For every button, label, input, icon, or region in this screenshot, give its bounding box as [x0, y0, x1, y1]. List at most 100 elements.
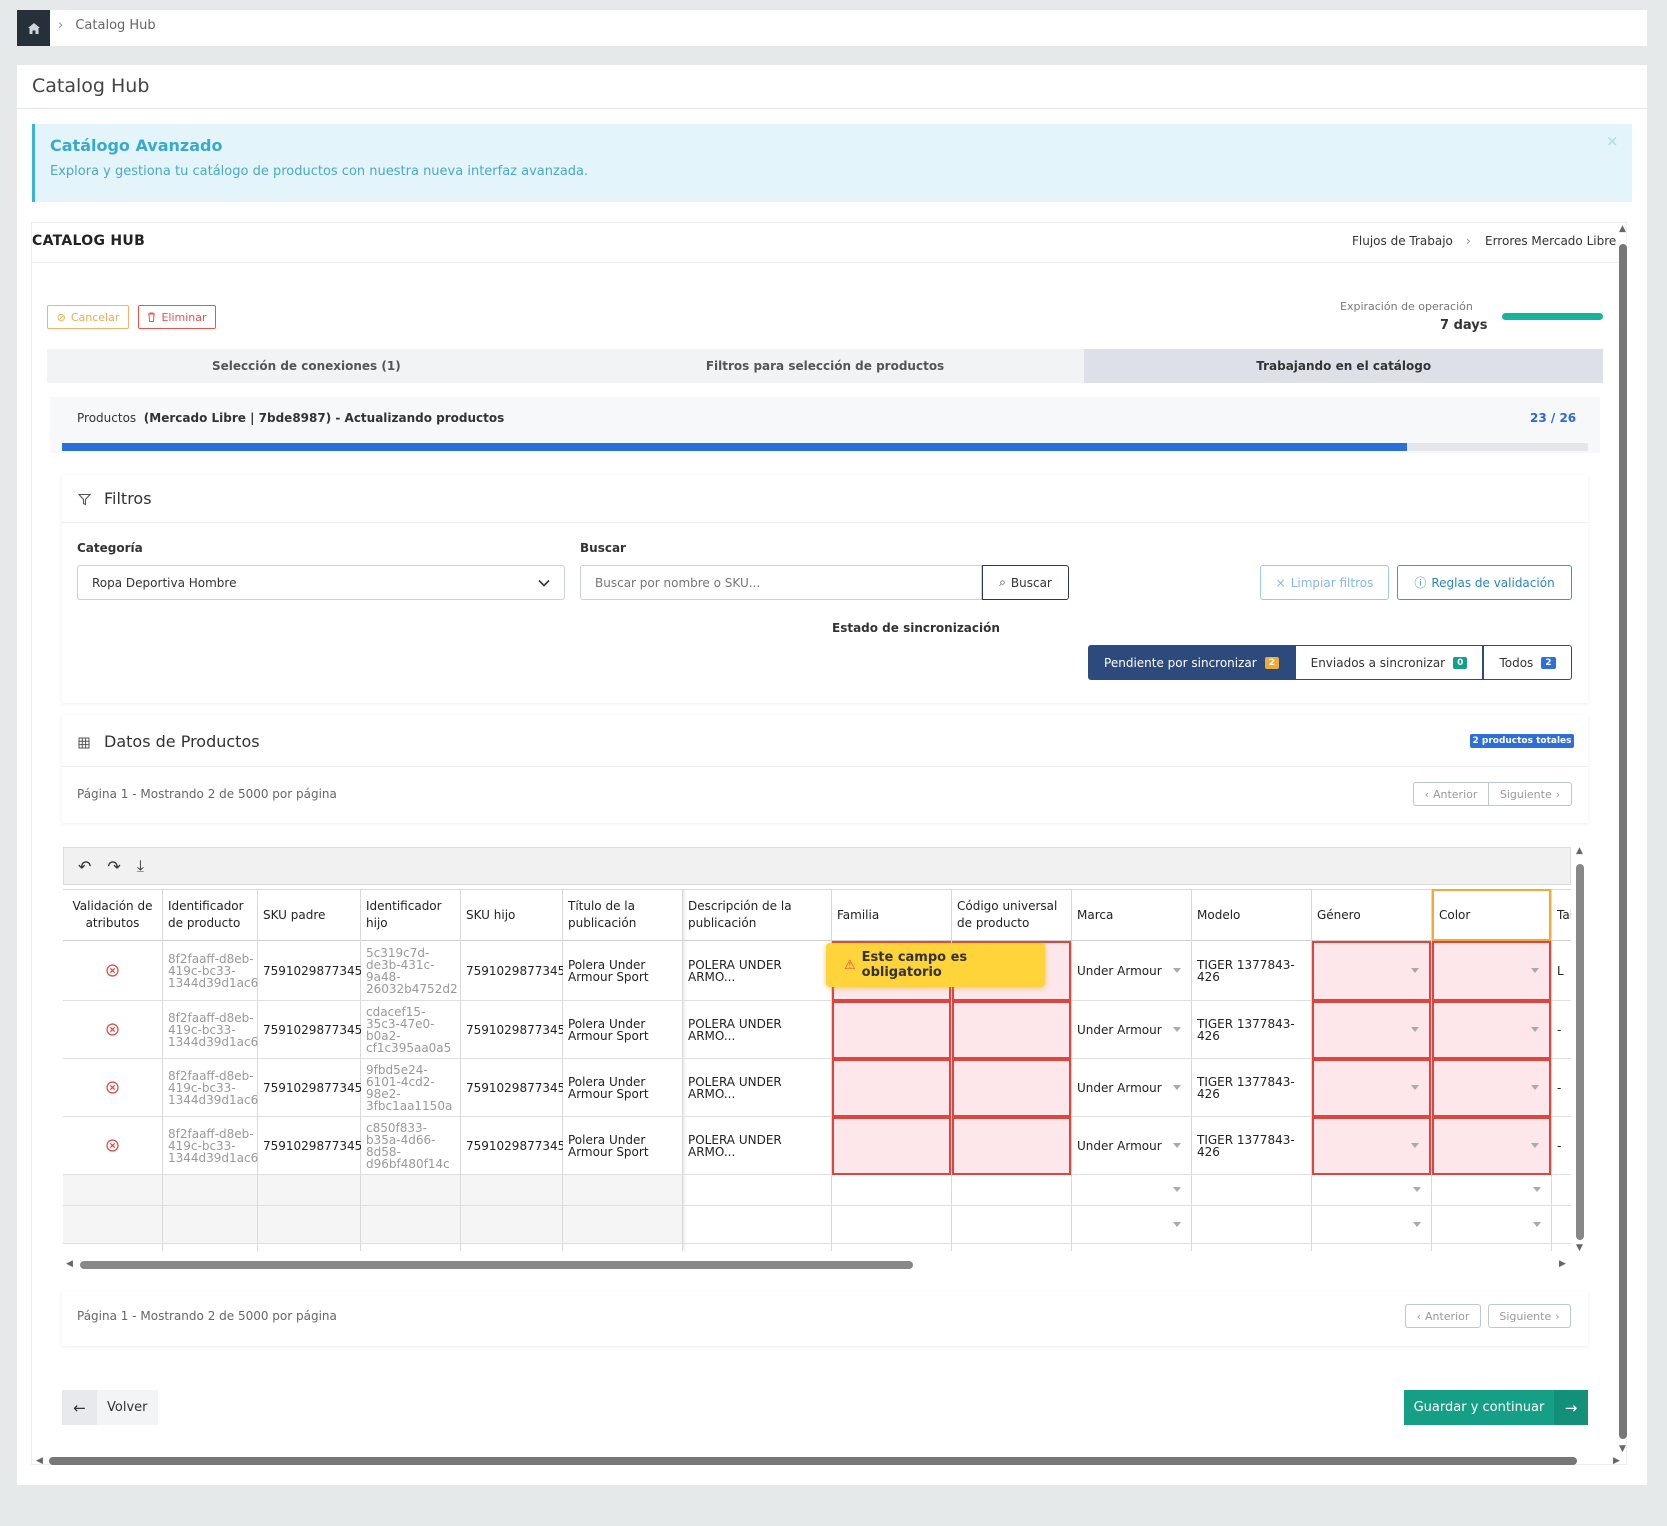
grid-cell[interactable]: 8f2faaff-d8eb-419c-bc33-1344d39d1ac6 [163, 941, 258, 1001]
scroll-left-icon[interactable]: ◀ [66, 1259, 73, 1269]
grid-cell[interactable]: 5c319c7d-de3b-431c-9a48-26032b4752d2 [361, 941, 460, 1001]
dropdown-caret-icon[interactable] [1411, 1027, 1419, 1032]
empty-cell[interactable] [1552, 1206, 1571, 1244]
undo-icon[interactable]: ↶ [78, 856, 92, 876]
scrollbar-thumb[interactable] [49, 1457, 1577, 1465]
empty-cell[interactable] [1312, 1206, 1431, 1244]
dropdown-caret-icon[interactable] [1413, 1221, 1421, 1227]
empty-cell[interactable] [1072, 1206, 1191, 1244]
error-circle-icon[interactable] [63, 1117, 162, 1175]
empty-cell[interactable] [1552, 1175, 1571, 1206]
empty-cell[interactable] [1432, 1206, 1551, 1244]
empty-cell[interactable] [1072, 1175, 1191, 1206]
empty-cell[interactable] [63, 1175, 162, 1206]
sync-sent-button[interactable]: Enviados a sincronizar 0 [1295, 645, 1483, 680]
grid-cell[interactable]: Polera Under Armour Sport [563, 1117, 682, 1175]
grid-cell[interactable]: 8f2faaff-d8eb-419c-bc33-1344d39d1ac6 [163, 1001, 258, 1059]
empty-cell[interactable] [683, 1206, 831, 1244]
grid-cell[interactable]: Under Armour [1072, 941, 1191, 1001]
dropdown-caret-icon[interactable] [1413, 1187, 1421, 1192]
grid-cell[interactable]: 7591029877345 [461, 1059, 565, 1117]
workflow-link[interactable]: Flujos de Trabajo [1352, 234, 1453, 248]
empty-cell[interactable] [461, 1175, 562, 1206]
dropdown-caret-icon[interactable] [1173, 1026, 1181, 1032]
grid-cell[interactable]: - [1552, 1117, 1571, 1175]
grid-cell[interactable]: 8f2faaff-d8eb-419c-bc33-1344d39d1ac6 [163, 1117, 258, 1175]
sync-pending-button[interactable]: Pendiente por sincronizar 2 [1088, 645, 1295, 680]
next-page-button[interactable]: Siguiente › [1489, 782, 1572, 806]
column-header[interactable]: Identificador de producto [163, 889, 257, 941]
empty-cell[interactable] [258, 1175, 360, 1206]
dropdown-caret-icon[interactable] [1173, 1187, 1181, 1192]
required-empty-cell[interactable] [1432, 1001, 1551, 1059]
panel-vertical-scrollbar[interactable]: ▲ ▼ [1618, 224, 1628, 1455]
prev-page-button[interactable]: ‹ Anterior [1405, 1304, 1481, 1328]
column-header[interactable]: Familia [832, 889, 951, 941]
empty-cell[interactable] [683, 1175, 831, 1206]
cancel-button[interactable]: ⊘ Cancelar [47, 305, 129, 329]
column-header[interactable]: Modelo [1192, 889, 1311, 941]
grid-cell[interactable]: 7591029877345 [461, 1117, 565, 1175]
grid-cell[interactable]: 8f2faaff-d8eb-419c-bc33-1344d39d1ac6 [163, 1059, 258, 1117]
required-empty-cell[interactable] [832, 1001, 951, 1059]
column-header[interactable]: SKU hijo [461, 889, 562, 941]
grid-cell[interactable]: 9fbd5e24-6101-4cd2-98e2-3fbc1aa1150a [361, 1059, 460, 1117]
grid-cell[interactable]: L [1552, 941, 1571, 1001]
empty-cell[interactable] [361, 1206, 460, 1244]
grid-cell[interactable]: TIGER 1377843-426 [1192, 1117, 1311, 1175]
dropdown-caret-icon[interactable] [1533, 1221, 1541, 1227]
empty-cell[interactable] [63, 1206, 162, 1244]
empty-cell[interactable] [461, 1206, 562, 1244]
error-circle-icon[interactable] [63, 941, 162, 1001]
dropdown-caret-icon[interactable] [1173, 967, 1181, 973]
empty-cell[interactable] [1432, 1175, 1551, 1206]
column-header[interactable]: Título de la publicación [563, 889, 682, 941]
grid-cell[interactable]: Polera Under Armour Sport [563, 941, 682, 1001]
grid-cell[interactable]: Polera Under Armour Sport [563, 1001, 682, 1059]
empty-cell[interactable] [832, 1206, 951, 1244]
required-empty-cell[interactable] [1312, 1117, 1431, 1175]
grid-cell[interactable]: 7591029877345 [461, 1001, 565, 1059]
grid-cell[interactable]: c850f833-b35a-4d66-8d58-d96bf480f14c [361, 1117, 460, 1175]
column-header[interactable]: Validación de atributos [63, 889, 162, 941]
column-header[interactable]: Color [1432, 889, 1551, 941]
step-connections[interactable]: Selección de conexiones (1) [211, 359, 401, 373]
category-select[interactable]: Ropa Deportiva Hombre [77, 565, 565, 600]
required-empty-cell[interactable] [1312, 1059, 1431, 1117]
grid-cell[interactable]: 7591029877345 [258, 1001, 362, 1059]
dropdown-caret-icon[interactable] [1531, 1143, 1539, 1148]
scroll-down-icon[interactable]: ▼ [1619, 1444, 1626, 1454]
empty-cell[interactable] [1192, 1206, 1311, 1244]
grid-cell[interactable]: 7591029877345 [258, 1117, 362, 1175]
step-catalog[interactable]: Trabajando en el catálogo [1084, 349, 1604, 383]
grid-cell[interactable]: Under Armour [1072, 1001, 1191, 1059]
error-circle-icon[interactable] [63, 1059, 162, 1117]
column-header[interactable]: Género [1312, 889, 1431, 941]
empty-cell[interactable] [1312, 1175, 1431, 1206]
grid-cell[interactable]: Under Armour [1072, 1117, 1191, 1175]
grid-cell[interactable]: Under Armour [1072, 1059, 1191, 1117]
grid-cell[interactable]: TIGER 1377843-426 [1192, 1059, 1311, 1117]
scroll-down-icon[interactable]: ▼ [1576, 1243, 1583, 1253]
column-header[interactable]: Código universal de producto [952, 889, 1071, 941]
grid-cell[interactable]: POLERA UNDER ARMO... [683, 1059, 831, 1117]
required-empty-cell[interactable] [952, 1001, 1071, 1059]
dropdown-caret-icon[interactable] [1533, 1187, 1541, 1192]
search-input[interactable] [580, 565, 982, 600]
prev-page-button[interactable]: ‹ Anterior [1413, 782, 1489, 806]
save-continue-button[interactable]: Guardar y continuar → [1404, 1390, 1588, 1425]
sync-all-button[interactable]: Todos 2 [1483, 645, 1572, 680]
grid-cell[interactable]: Polera Under Armour Sport [563, 1059, 682, 1117]
empty-cell[interactable] [258, 1206, 360, 1244]
dropdown-caret-icon[interactable] [1531, 1085, 1539, 1090]
scroll-up-icon[interactable]: ▲ [1576, 846, 1583, 856]
column-header[interactable]: Identificador hijo [361, 889, 460, 941]
scrollbar-thumb[interactable] [1576, 864, 1584, 1240]
grid-cell[interactable]: POLERA UNDER ARMO... [683, 1001, 831, 1059]
empty-cell[interactable] [1192, 1175, 1311, 1206]
required-empty-cell[interactable] [952, 1059, 1071, 1117]
required-empty-cell[interactable] [832, 1059, 951, 1117]
required-empty-cell[interactable] [1432, 1117, 1551, 1175]
search-button[interactable]: ⌕ Buscar [982, 565, 1069, 600]
empty-cell[interactable] [163, 1206, 257, 1244]
